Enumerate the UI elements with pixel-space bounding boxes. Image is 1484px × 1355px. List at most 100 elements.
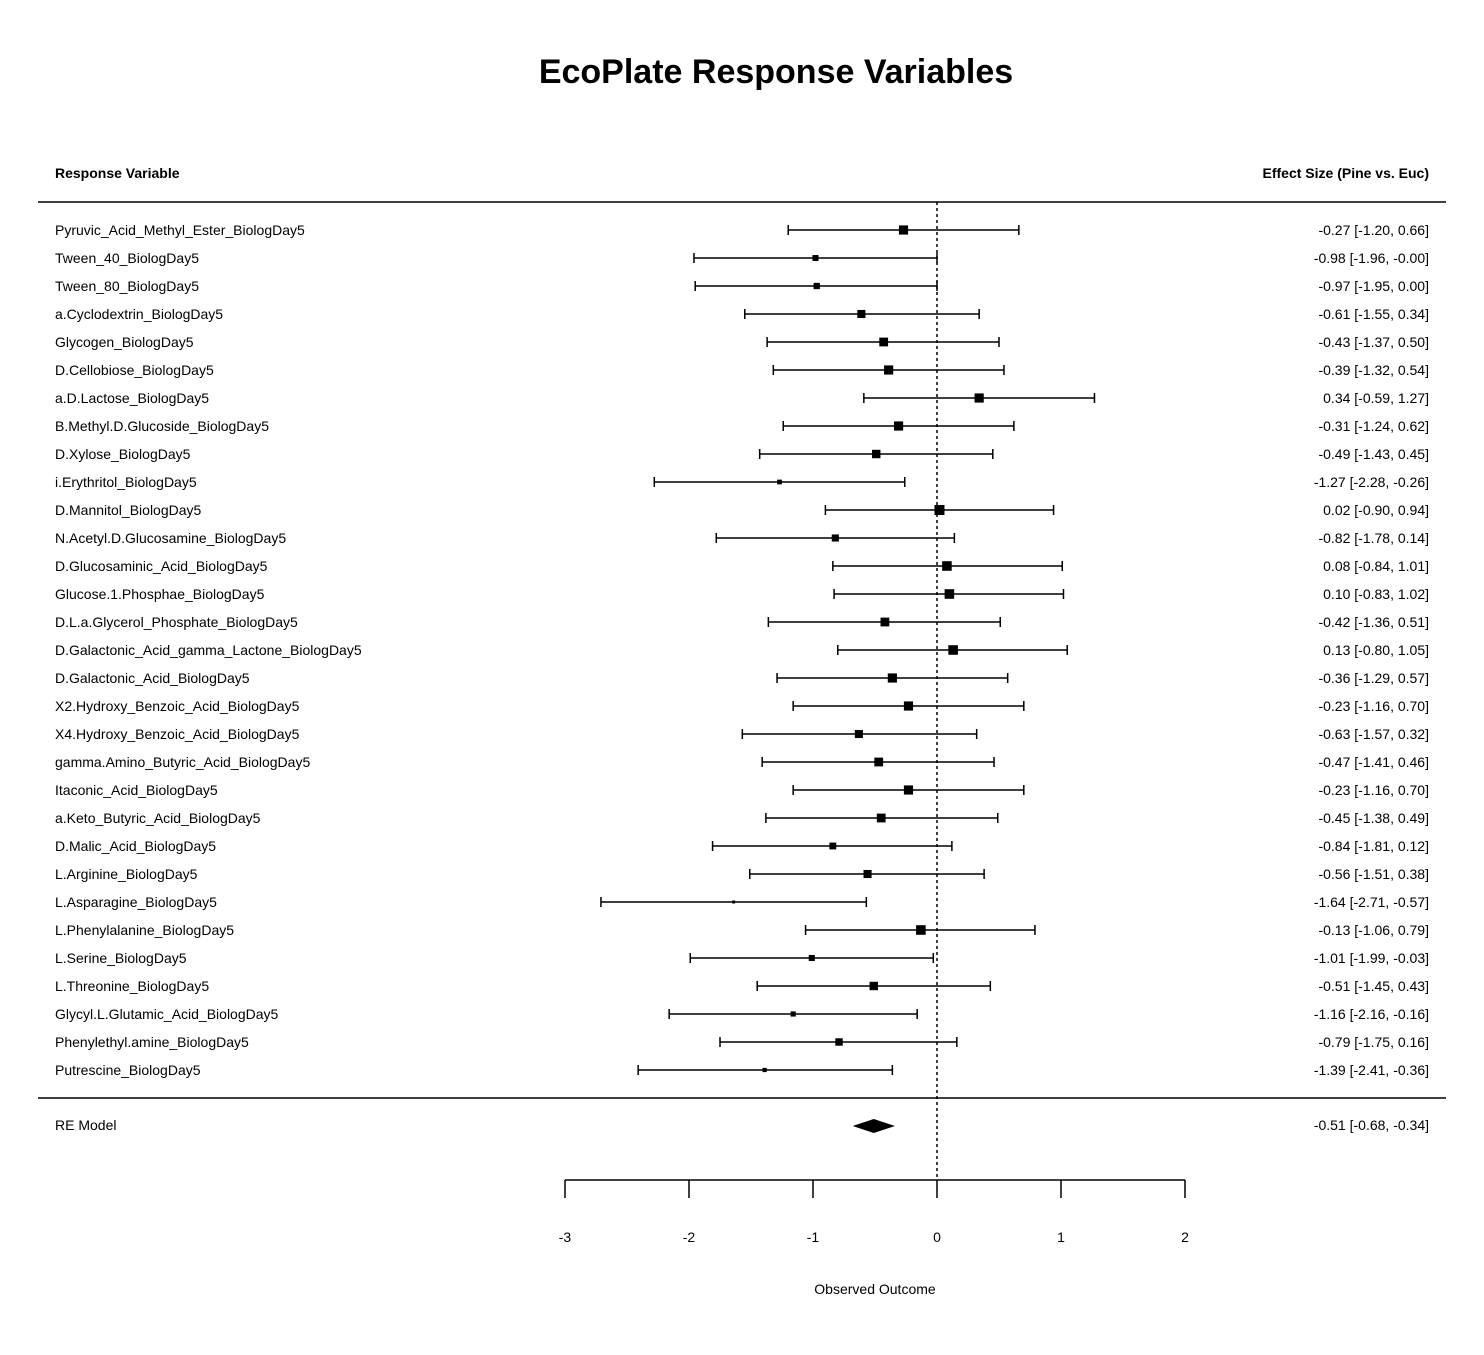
x-tick-label: -1 [807,1229,820,1245]
point-estimate [879,337,889,347]
row-label: Phenylethyl.amine_BiologDay5 [55,1034,249,1050]
forest-row: Putrescine_BiologDay5 -1.39 [-2.41, -0.36… [55,1062,1429,1078]
row-value: -0.84 [-1.81, 0.12] [1318,838,1429,854]
point-estimate [880,617,890,627]
row-label: N.Acetyl.D.Glucosamine_BiologDay5 [55,530,286,546]
row-value: -0.47 [-1.41, 0.46] [1318,754,1429,770]
row-value: 0.08 [-0.84, 1.01] [1323,558,1429,574]
row-label: D.Galactonic_Acid_BiologDay5 [55,670,250,686]
point-estimate [942,561,952,571]
point-estimate [944,589,955,599]
row-label: D.Galactonic_Acid_gamma_Lactone_BiologDa… [55,642,362,658]
point-estimate [876,813,886,823]
row-value: -0.13 [-1.06, 0.79] [1318,922,1429,938]
row-value: -0.23 [-1.16, 0.70] [1318,782,1429,798]
point-estimate [872,449,881,459]
row-value: 0.10 [-0.83, 1.02] [1323,586,1429,602]
forest-row: Itaconic_Acid_BiologDay5 -0.23 [-1.16, 0.… [55,782,1429,798]
row-label: L.Serine_BiologDay5 [55,950,187,966]
row-value: -0.79 [-1.75, 0.16] [1318,1034,1429,1050]
row-value: -0.31 [-1.24, 0.62] [1318,418,1429,434]
row-value: -0.56 [-1.51, 0.38] [1318,866,1429,882]
row-label: a.D.Lactose_BiologDay5 [55,390,209,406]
point-estimate [887,673,897,683]
row-value: -0.61 [-1.55, 0.34] [1318,306,1429,322]
point-estimate [813,282,820,290]
forest-row: gamma.Amino_Butyric_Acid_BiologDay5 -0.47… [55,754,1429,770]
forest-row: X2.Hydroxy_Benzoic_Acid_BiologDay5 -0.23 … [55,698,1429,714]
forest-row: Tween_80_BiologDay5 -0.97 [-1.95, 0.00] [55,278,1429,294]
point-estimate [934,505,945,515]
left-column-header: Response Variable [55,165,180,181]
point-estimate [863,869,872,879]
forest-row: a.Keto_Butyric_Acid_BiologDay5 -0.45 [-1.… [55,810,1429,826]
right-column-header: Effect Size (Pine vs. Euc) [1263,165,1430,181]
forest-row: L.Serine_BiologDay5 -1.01 [-1.99, -0.03] [55,950,1429,966]
forest-row: L.Arginine_BiologDay5 -0.56 [-1.51, 0.38] [55,866,1429,882]
row-value: 0.34 [-0.59, 1.27] [1323,390,1429,406]
point-estimate [831,534,839,542]
point-estimate [874,757,884,767]
row-value: -0.23 [-1.16, 0.70] [1318,698,1429,714]
row-value: -0.27 [-1.20, 0.66] [1318,222,1429,238]
row-value: -0.42 [-1.36, 0.51] [1318,614,1429,630]
row-label: Itaconic_Acid_BiologDay5 [55,782,218,798]
row-label: L.Asparagine_BiologDay5 [55,894,217,910]
point-estimate [829,842,837,850]
point-estimate [898,225,909,235]
x-tick-label: -2 [683,1229,696,1245]
x-axis: -3 -2 -1 0 1 2 [559,1179,1189,1245]
summary-diamond [852,1119,895,1133]
row-value: -0.97 [-1.95, 0.00] [1318,278,1429,294]
row-value: -1.39 [-2.41, -0.36] [1314,1062,1429,1078]
row-label: D.Malic_Acid_BiologDay5 [55,838,216,854]
forest-row: B.Methyl.D.Glucoside_BiologDay5 -0.31 [-1… [55,418,1429,434]
forest-row: L.Asparagine_BiologDay5 -1.64 [-2.71, -0.… [55,894,1429,910]
row-label: Glycyl.L.Glutamic_Acid_BiologDay5 [55,1006,279,1022]
row-label: X2.Hydroxy_Benzoic_Acid_BiologDay5 [55,698,300,714]
forest-row: a.D.Lactose_BiologDay5 0.34 [-0.59, 1.27] [55,390,1429,406]
x-tick-label: 2 [1181,1229,1189,1245]
forest-row: i.Erythritol_BiologDay5 -1.27 [-2.28, -0.… [55,474,1429,490]
forest-row: D.L.a.Glycerol_Phosphate_BiologDay5 -0.42… [55,614,1429,630]
forest-row: a.Cyclodextrin_BiologDay5 -0.61 [-1.55, 0… [55,306,1429,322]
row-value: -0.39 [-1.32, 0.54] [1318,362,1429,378]
x-tick-label: 1 [1057,1229,1065,1245]
point-estimate [893,421,904,431]
forest-row: Glucose.1.Phosphae_BiologDay5 0.10 [-0.83… [55,586,1429,602]
forest-row: L.Phenylalanine_BiologDay5 -0.13 [-1.06, … [55,922,1429,938]
row-label: L.Phenylalanine_BiologDay5 [55,922,234,938]
point-estimate [732,900,736,904]
row-value: -0.82 [-1.78, 0.14] [1318,530,1429,546]
row-label: Tween_80_BiologDay5 [55,278,199,294]
summary-row: RE Model -0.51 [-0.68, -0.34] [55,1117,1429,1133]
row-value: -0.36 [-1.29, 0.57] [1318,670,1429,686]
forest-row: Pyruvic_Acid_Methyl_Ester_BiologDay5 -0.2… [55,222,1429,238]
point-estimate [790,1011,796,1017]
point-estimate [903,701,914,711]
point-estimate [884,365,894,375]
forest-row: D.Cellobiose_BiologDay5 -0.39 [-1.32, 0.5… [55,362,1429,378]
point-estimate [762,1067,767,1073]
point-estimate [808,954,815,962]
forest-row: Tween_40_BiologDay5 -0.98 [-1.96, -0.00] [55,250,1429,266]
forest-row: D.Galactonic_Acid_BiologDay5 -0.36 [-1.29… [55,670,1429,686]
row-label: L.Arginine_BiologDay5 [55,866,198,882]
x-tick-label: 0 [933,1229,941,1245]
forest-row: D.Galactonic_Acid_gamma_Lactone_BiologDa… [55,642,1429,658]
forest-row: Phenylethyl.amine_BiologDay5 -0.79 [-1.75… [55,1034,1429,1050]
row-label: Glycogen_BiologDay5 [55,334,194,350]
forest-row: D.Malic_Acid_BiologDay5 -0.84 [-1.81, 0.1… [55,838,1429,854]
summary-label: RE Model [55,1117,116,1133]
row-label: D.Xylose_BiologDay5 [55,446,191,462]
forest-row: Glycyl.L.Glutamic_Acid_BiologDay5 -1.16 [… [55,1006,1429,1022]
forest-row: N.Acetyl.D.Glucosamine_BiologDay5 -0.82 [… [55,530,1429,546]
row-label: Pyruvic_Acid_Methyl_Ester_BiologDay5 [55,222,305,238]
row-label: Putrescine_BiologDay5 [55,1062,201,1078]
row-label: X4.Hydroxy_Benzoic_Acid_BiologDay5 [55,726,300,742]
row-label: D.Mannitol_BiologDay5 [55,502,202,518]
point-estimate [812,254,819,262]
row-label: L.Threonine_BiologDay5 [55,978,209,994]
row-label: i.Erythritol_BiologDay5 [55,474,197,490]
row-value: -0.49 [-1.43, 0.45] [1318,446,1429,462]
